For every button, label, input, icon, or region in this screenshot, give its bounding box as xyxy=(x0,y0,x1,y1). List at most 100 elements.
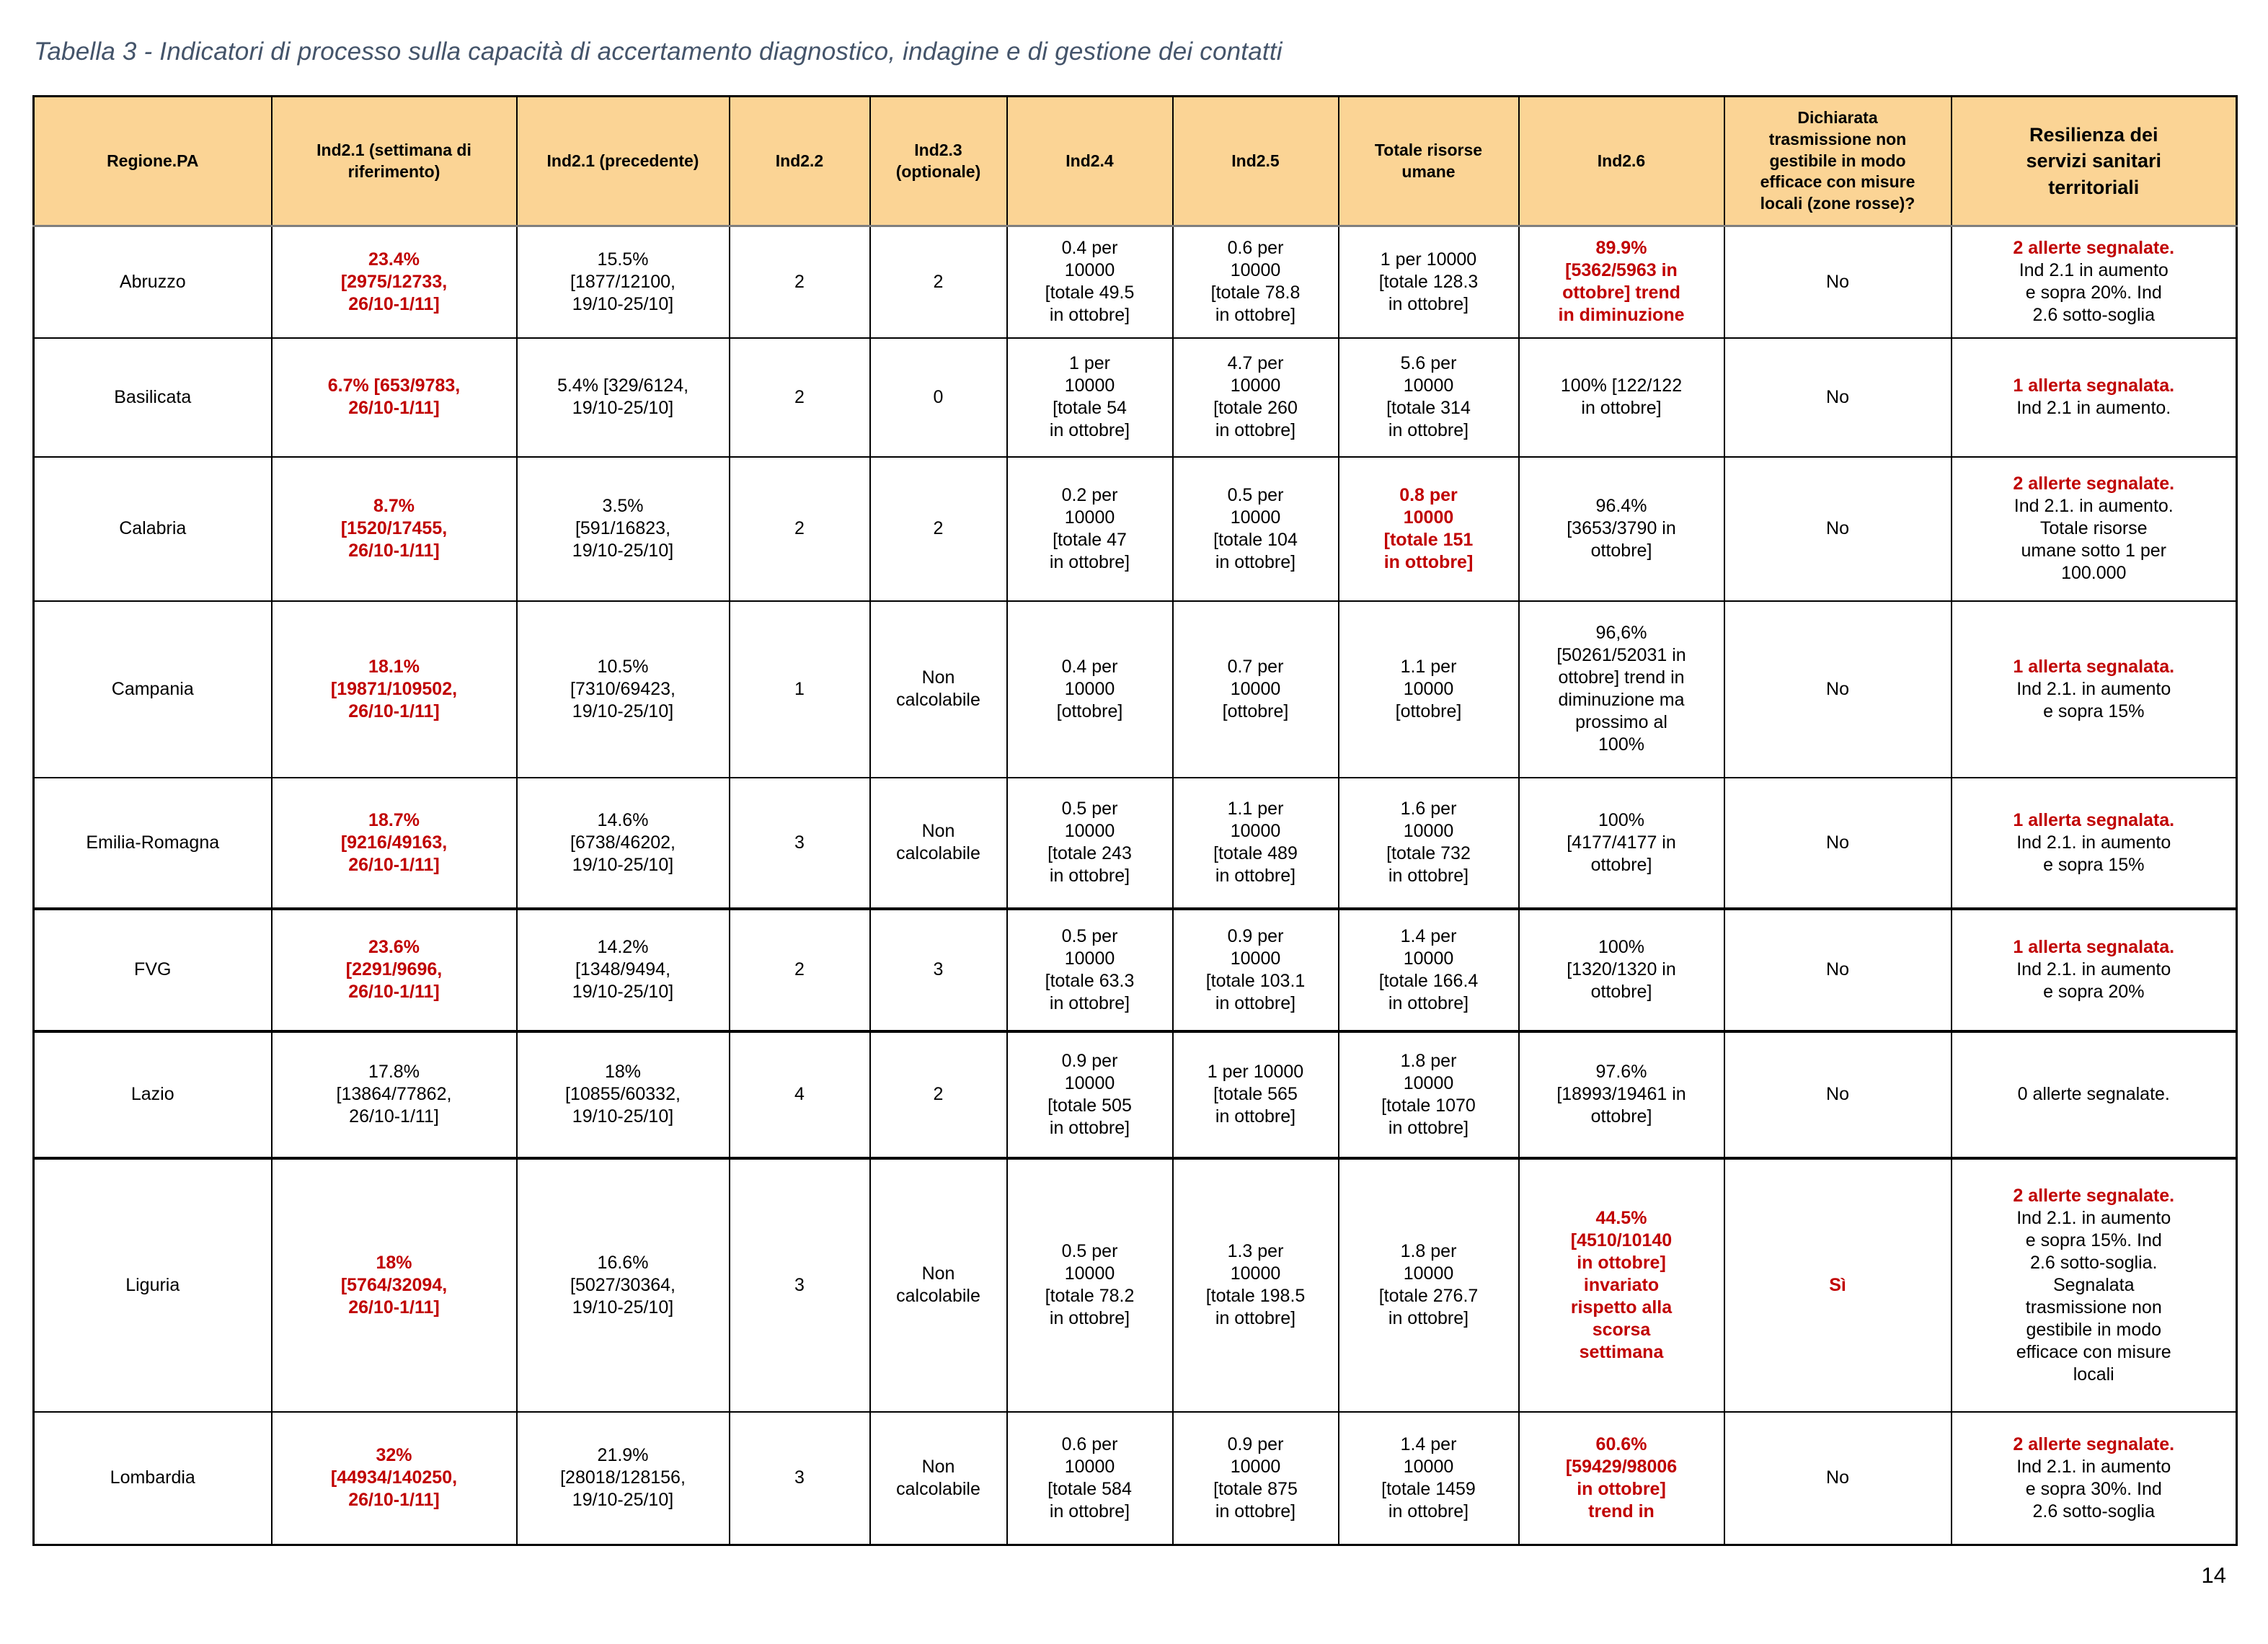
table-cell: 0.4 per 10000 [ottobre] xyxy=(1006,600,1174,778)
region-label: Campania xyxy=(111,678,194,699)
column-header-7: Ind2.5 xyxy=(1171,95,1339,227)
table-cell: 2 xyxy=(869,1030,1008,1160)
cell-text: 100% [4177/4177 in ottobre] xyxy=(1567,809,1676,875)
cell-text: 5.4% [329/6124, 19/10-25/10] xyxy=(557,376,689,418)
alert-text: 8.7% [1520/17455, 26/10-1/11] xyxy=(340,496,448,561)
table-cell: 2 allerte segnalate. Ind 2.1. in aumento … xyxy=(1950,1157,2238,1413)
cell-text: Non calcolabile xyxy=(896,1456,980,1499)
table-cell: 1.3 per 10000 [totale 198.5 in ottobre] xyxy=(1171,1157,1339,1413)
table-cell: 0.5 per 10000 [totale 78.2 in ottobre] xyxy=(1006,1157,1174,1413)
table-cell: No xyxy=(1723,337,1952,458)
table-row-fvg: FVG 23.6% [2291/9696, 26/10-1/11] 14.2% [1… xyxy=(32,907,2238,1033)
table-cell: 1 per 10000 [totale 565 in ottobre] xyxy=(1171,1030,1339,1160)
table-cell: 1.1 per 10000 [totale 489 in ottobre] xyxy=(1171,776,1339,910)
table-cell: 1 per 10000 [totale 54 in ottobre] xyxy=(1006,337,1174,458)
table-cell: 0.9 per 10000 [totale 875 in ottobre] xyxy=(1171,1410,1339,1546)
table-cell: 100% [4177/4177 in ottobre] xyxy=(1518,776,1725,910)
table-cell: No xyxy=(1723,776,1952,910)
table-cell: 89.9% [5362/5963 in ottobre] trend in di… xyxy=(1518,225,1725,339)
cell-text: No xyxy=(1826,959,1849,979)
table-cell: 100% [1320/1320 in ottobre] xyxy=(1518,907,1725,1033)
table-cell: 100% [122/122 in ottobre] xyxy=(1518,337,1725,458)
column-header-6: Ind2.4 xyxy=(1006,95,1174,227)
table-cell: 18% [10855/60332, 19/10-25/10] xyxy=(515,1030,730,1160)
alert-text: 2 allerte segnalate. xyxy=(2013,238,2175,259)
alert-text: 89.9% [5362/5963 in ottobre] trend in di… xyxy=(1558,238,1685,326)
cell-text: 3 xyxy=(794,1274,805,1295)
cell-text: 1.8 per 10000 [totale 276.7 in ottobre] xyxy=(1378,1241,1479,1328)
region-label: Liguria xyxy=(125,1274,180,1295)
table-cell: 1.4 per 10000 [totale 166.4 in ottobre] xyxy=(1337,907,1520,1033)
table-cell: 1.8 per 10000 [totale 276.7 in ottobre] xyxy=(1337,1157,1520,1413)
table-cell: 1 per 10000 [totale 128.3 in ottobre] xyxy=(1337,225,1520,339)
cell-text: 4.7 per 10000 [totale 260 in ottobre] xyxy=(1213,353,1298,440)
cell-text: 15.5% [1877/12100, 19/10-25/10] xyxy=(570,249,675,314)
cell-text: Ind 2.1. in aumento e sopra 15% xyxy=(2016,832,2171,875)
column-header-1: Regione.PA xyxy=(32,95,273,227)
table-cell: 16.6% [5027/30364, 19/10-25/10] xyxy=(515,1157,730,1413)
cell-text: 97.6% [18993/19461 in ottobre] xyxy=(1556,1062,1686,1127)
table-cell: 6.7% [653/9783, 26/10-1/11] xyxy=(270,337,518,458)
alert-text: 1 allerta segnalata. xyxy=(2013,809,2175,830)
table-cell: 18.7% [9216/49163, 26/10-1/11] xyxy=(270,776,518,910)
cell-text: 0.9 per 10000 [totale 103.1 in ottobre] xyxy=(1205,925,1306,1013)
cell-text: 100% [1320/1320 in ottobre] xyxy=(1567,937,1676,1002)
table-cell: 1 allerta segnalata. Ind 2.1. in aumento … xyxy=(1950,600,2238,778)
column-header-2: Ind2.1 (settimana di riferimento) xyxy=(270,95,518,227)
table-cell: No xyxy=(1723,1410,1952,1546)
region-cell: Lombardia xyxy=(32,1410,273,1546)
table-cell: 21.9% [28018/128156, 19/10-25/10] xyxy=(515,1410,730,1546)
table-cell: Non calcolabile xyxy=(869,776,1008,910)
cell-text: 1 per 10000 [totale 54 in ottobre] xyxy=(1049,353,1130,440)
table-cell: 2 allerte segnalate. Ind 2.1. in aumento.… xyxy=(1950,456,2238,602)
table-cell: 3 xyxy=(728,1410,871,1546)
cell-text: 3 xyxy=(933,959,944,979)
alert-text: 6.7% [653/9783, 26/10-1/11] xyxy=(327,376,461,418)
cell-text: 0 allerte segnalate. xyxy=(2017,1084,2170,1104)
cell-text: No xyxy=(1826,518,1849,538)
cell-text: 100% [122/122 in ottobre] xyxy=(1560,376,1683,418)
cell-text: No xyxy=(1826,1084,1849,1104)
table-cell: 2 xyxy=(728,907,871,1033)
region-cell: Campania xyxy=(32,600,273,778)
cell-text: 1.3 per 10000 [totale 198.5 in ottobre] xyxy=(1205,1241,1306,1328)
alert-text: 18.1% [19871/109502, 26/10-1/11] xyxy=(330,656,458,721)
table-cell: 0.7 per 10000 [ottobre] xyxy=(1171,600,1339,778)
table-cell: No xyxy=(1723,225,1952,339)
cell-text: 0.9 per 10000 [totale 505 in ottobre] xyxy=(1047,1050,1132,1138)
table-cell: 1 allerta segnalata. Ind 2.1 in aumento. xyxy=(1950,337,2238,458)
table-cell: 0.9 per 10000 [totale 103.1 in ottobre] xyxy=(1171,907,1339,1033)
cell-text: 96,6% [50261/52031 in ottobre] trend in … xyxy=(1556,623,1686,755)
alert-text: 2 allerte segnalate. xyxy=(2013,1434,2175,1454)
column-header-11: Resilienza dei servizi sanitari territor… xyxy=(1950,95,2238,227)
cell-text: Ind 2.1. in aumento e sopra 20% xyxy=(2016,959,2171,1002)
cell-text: 0.4 per 10000 [ottobre] xyxy=(1056,656,1123,721)
cell-text: Ind 2.1 in aumento e sopra 20%. Ind 2.6 … xyxy=(2019,260,2169,326)
cell-text: 0.5 per 10000 [totale 63.3 in ottobre] xyxy=(1045,925,1135,1013)
table-cell: 2 xyxy=(728,337,871,458)
table-cell: 96.4% [3653/3790 in ottobre] xyxy=(1518,456,1725,602)
region-label: Lombardia xyxy=(110,1467,195,1488)
alert-text: 18.7% [9216/49163, 26/10-1/11] xyxy=(340,809,448,875)
cell-text: No xyxy=(1826,386,1849,407)
cell-text: Ind 2.1. in aumento e sopra 30%. Ind 2.6… xyxy=(2016,1456,2171,1521)
alert-text: 23.6% [2291/9696, 26/10-1/11] xyxy=(345,937,443,1002)
table-cell: 2 allerte segnalate. Ind 2.1 in aumento e… xyxy=(1950,225,2238,339)
region-cell: Lazio xyxy=(32,1030,273,1160)
cell-text: 0.6 per 10000 [totale 78.8 in ottobre] xyxy=(1210,238,1301,326)
cell-text: 2 xyxy=(794,271,805,292)
alert-text: 0.8 per 10000 [totale 151 in ottobre] xyxy=(1383,484,1474,572)
table-cell: 0.6 per 10000 [totale 584 in ottobre] xyxy=(1006,1410,1174,1546)
table-cell: 60.6% [59429/98006 in ottobre] trend in xyxy=(1518,1410,1725,1546)
region-cell: FVG xyxy=(32,907,273,1033)
column-header-3: Ind2.1 (precedente) xyxy=(515,95,730,227)
table-cell: 17.8% [13864/77862, 26/10-1/11] xyxy=(270,1030,518,1160)
table-cell: 0 xyxy=(869,337,1008,458)
cell-text: 21.9% [28018/128156, 19/10-25/10] xyxy=(560,1445,686,1511)
table-cell: 2 xyxy=(869,456,1008,602)
alert-text: 2 allerte segnalate. xyxy=(2013,1185,2175,1206)
table-cell: 32% [44934/140250, 26/10-1/11] xyxy=(270,1410,518,1546)
table-cell: 23.4% [2975/12733, 26/10-1/11] xyxy=(270,225,518,339)
cell-text: 4 xyxy=(794,1084,805,1104)
alert-text: 23.4% [2975/12733, 26/10-1/11] xyxy=(340,249,448,314)
